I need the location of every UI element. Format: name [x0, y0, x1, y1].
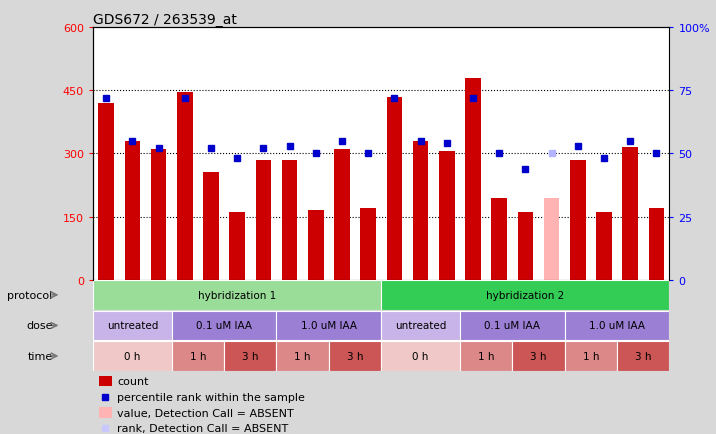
Text: count: count [117, 376, 149, 386]
Text: 0.1 uM IAA: 0.1 uM IAA [196, 321, 252, 331]
Bar [93, 311, 172, 340]
Bar [491, 198, 507, 280]
Bar [360, 209, 376, 280]
Bar [229, 213, 245, 280]
Bar [334, 150, 350, 280]
Text: 1.0 uM IAA: 1.0 uM IAA [589, 321, 645, 331]
Text: time: time [27, 351, 53, 361]
Bar [93, 342, 172, 371]
Bar [172, 311, 276, 340]
Bar [543, 198, 559, 280]
Text: hybridization 2: hybridization 2 [486, 290, 564, 300]
Bar [649, 209, 664, 280]
Bar [439, 152, 455, 280]
Bar [381, 311, 460, 340]
Bar [381, 280, 669, 310]
Text: 0.1 uM IAA: 0.1 uM IAA [484, 321, 541, 331]
Bar [99, 408, 112, 418]
Bar [150, 150, 166, 280]
Bar [460, 342, 512, 371]
Bar [93, 280, 381, 310]
Text: percentile rank within the sample: percentile rank within the sample [117, 392, 305, 402]
Text: 1.0 uM IAA: 1.0 uM IAA [301, 321, 357, 331]
Bar [125, 141, 140, 280]
Bar [387, 98, 402, 280]
Bar [281, 161, 297, 280]
Bar [512, 342, 565, 371]
Text: hybridization 1: hybridization 1 [198, 290, 276, 300]
Bar [99, 376, 112, 387]
Bar [172, 342, 224, 371]
Text: dose: dose [26, 321, 53, 331]
Text: 3 h: 3 h [242, 351, 258, 361]
Text: 1 h: 1 h [190, 351, 206, 361]
Bar [565, 342, 617, 371]
Bar [412, 141, 428, 280]
Text: GDS672 / 263539_at: GDS672 / 263539_at [93, 13, 237, 27]
Text: 1 h: 1 h [294, 351, 311, 361]
Bar [276, 311, 381, 340]
Bar [570, 161, 586, 280]
Bar [622, 148, 638, 280]
Bar [329, 342, 381, 371]
Text: 3 h: 3 h [347, 351, 363, 361]
Bar [465, 79, 481, 280]
Bar [224, 342, 276, 371]
Bar [308, 211, 324, 280]
Text: untreated: untreated [107, 321, 158, 331]
Bar [177, 93, 193, 280]
Text: protocol: protocol [7, 290, 53, 300]
Bar [596, 213, 611, 280]
Text: 3 h: 3 h [531, 351, 547, 361]
Text: value, Detection Call = ABSENT: value, Detection Call = ABSENT [117, 408, 294, 418]
Text: untreated: untreated [395, 321, 446, 331]
Bar [617, 342, 669, 371]
Bar [381, 342, 460, 371]
Bar [256, 161, 271, 280]
Bar [565, 311, 669, 340]
Text: 0 h: 0 h [412, 351, 429, 361]
Bar [460, 311, 565, 340]
Text: 3 h: 3 h [635, 351, 652, 361]
Bar [203, 173, 219, 280]
Bar [276, 342, 329, 371]
Text: 0 h: 0 h [124, 351, 140, 361]
Bar [518, 213, 533, 280]
Text: 1 h: 1 h [583, 351, 599, 361]
Text: rank, Detection Call = ABSENT: rank, Detection Call = ABSENT [117, 423, 289, 433]
Bar [98, 104, 114, 280]
Text: 1 h: 1 h [478, 351, 494, 361]
